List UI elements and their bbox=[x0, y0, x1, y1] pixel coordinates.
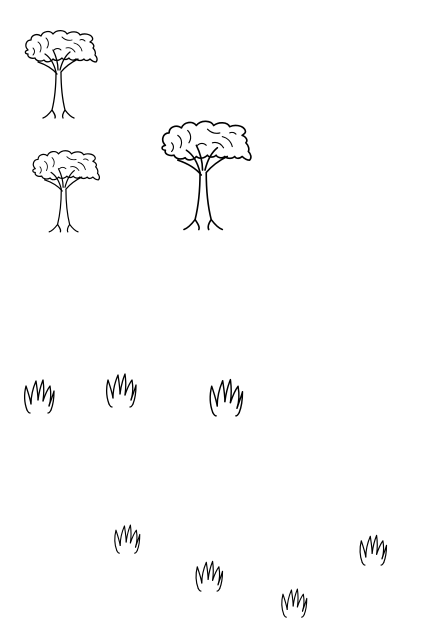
grass-tuft-icon bbox=[105, 373, 137, 408]
grass-tuft-icon bbox=[23, 379, 55, 414]
tree-icon bbox=[32, 150, 101, 233]
tree-icon bbox=[24, 29, 98, 119]
grass-tuft-icon bbox=[359, 534, 388, 566]
tree-icon bbox=[161, 120, 252, 231]
grass-tuft-icon bbox=[281, 588, 308, 618]
grass-tuft-icon bbox=[114, 524, 141, 554]
grass-tuft-icon bbox=[209, 378, 244, 417]
grass-tuft-icon bbox=[195, 560, 224, 592]
